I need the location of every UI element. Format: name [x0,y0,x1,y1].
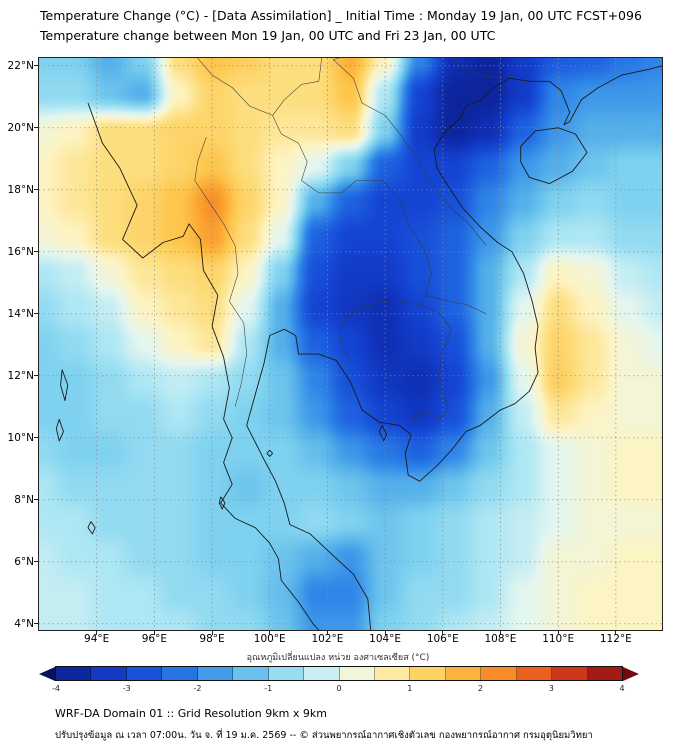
y-axis-tick-label: 22°N [7,59,34,72]
x-axis-tick-label: 112°E [599,633,632,645]
x-axis-tick-label: 94°E [84,633,110,645]
colorbar-tick-label: -1 [264,684,273,693]
x-axis-tick-label: 102°E [311,633,344,645]
country-border-line [197,58,322,116]
x-axis-tick-label: 108°E [484,633,517,645]
page-subtitle: Temperature change between Mon 19 Jan, 0… [40,28,496,43]
coastline [218,496,226,510]
colorbar-segment [304,667,340,680]
coastline [509,65,662,126]
colorbar-tick-label: 2 [477,684,484,693]
y-axis-tick-label: 18°N [7,183,34,196]
x-axis-tick-mark [326,631,328,635]
colorbar-segment [162,667,198,680]
x-axis-tick-mark [384,631,386,635]
x-axis-tick-mark [211,631,213,635]
coastline [87,521,96,535]
y-axis-tick-mark [34,65,38,67]
y-axis-tick-mark [34,251,38,253]
colorbar-over-arrow [623,666,639,681]
y-axis-tick-mark [34,437,38,439]
country-border-line [338,301,420,361]
colorbar-segment [197,667,234,680]
y-axis-tick-label: 20°N [7,121,34,134]
x-axis-tick-mark [269,631,271,635]
colorbar-under-arrow [39,666,55,681]
country-border-line [333,58,501,79]
colorbar-tick-label: 3 [548,684,554,693]
colorbar-segment [552,667,588,680]
y-axis-tick-label: 6°N [14,555,34,568]
footer-update-info: ปรับปรุงข้อมูล ณ เวลา 07:00น. วัน จ. ที่… [55,730,593,741]
country-border-line [272,115,432,305]
x-axis-tick-label: 106°E [426,633,459,645]
colorbar-segment [445,667,482,680]
y-axis-tick-mark [34,189,38,191]
x-axis-tick-label: 96°E [141,633,167,645]
y-axis-tick-mark [34,313,38,315]
coastline [60,369,69,402]
y-axis-tick-label: 14°N [7,307,34,320]
colorbar-segment [410,667,446,680]
y-axis-tick-mark [34,561,38,563]
x-axis-tick-label: 104°E [369,633,402,645]
colorbar-segment [516,667,553,680]
colorbar-tick-label: -2 [193,684,202,693]
x-axis-tick-label: 98°E [199,633,225,645]
y-axis-tick-label: 4°N [14,617,34,630]
colorbar-tick-label: -4 [52,684,60,693]
footer-domain-info: WRF-DA Domain 01 :: Grid Resolution 9km … [55,707,327,720]
x-axis-tick-label: 100°E [253,633,286,645]
colorbar-tick-label: 4 [619,684,625,693]
coastline [378,425,388,442]
colorbar-segment [481,667,517,680]
colorbar-tick-label: -3 [122,684,131,693]
coastline [87,102,320,630]
coastline [246,77,539,630]
x-axis-tick-mark [153,631,155,635]
x-axis-tick-mark [96,631,98,635]
y-axis-tick-mark [34,499,38,501]
colorbar-segment [56,667,92,680]
colorbar [39,666,639,681]
y-axis-tick-label: 10°N [7,431,34,444]
x-axis-tick-mark [442,631,444,635]
y-axis-tick-label: 8°N [14,493,34,506]
x-axis-tick-mark [557,631,559,635]
y-axis-tick-label: 12°N [7,369,34,382]
colorbar-label: อุณหภูมิเปลี่ยนแปลง หน่วย องศาเซลเซียส (… [246,653,430,663]
map-plot [38,57,663,631]
coastline [55,419,64,442]
country-border-line [194,137,247,407]
colorbar-gradient [55,666,623,681]
country-border-line [333,59,487,246]
x-axis-tick-mark [615,631,617,635]
coastline [520,127,588,185]
y-axis-tick-label: 16°N [7,245,34,258]
coastline [266,449,274,457]
colorbar-segment [374,667,411,680]
colorbar-segment [233,667,269,680]
colorbar-segment [587,667,622,680]
colorbar-tick-label: 0 [336,684,342,693]
y-axis-tick-mark [34,375,38,377]
colorbar-segment [268,667,305,680]
colorbar-segment [126,667,163,680]
y-axis-tick-mark [34,623,38,625]
country-border-line [410,304,452,423]
colorbar-tick-label: 1 [407,684,413,693]
page-title: Temperature Change (°C) - [Data Assimila… [40,8,642,23]
country-border-line [425,294,487,315]
colorbar-segment [91,667,127,680]
y-axis-tick-mark [34,127,38,129]
colorbar-segment [339,667,375,680]
x-axis-tick-mark [499,631,501,635]
x-axis-tick-label: 110°E [542,633,575,645]
map-overlay-svg [39,58,662,630]
